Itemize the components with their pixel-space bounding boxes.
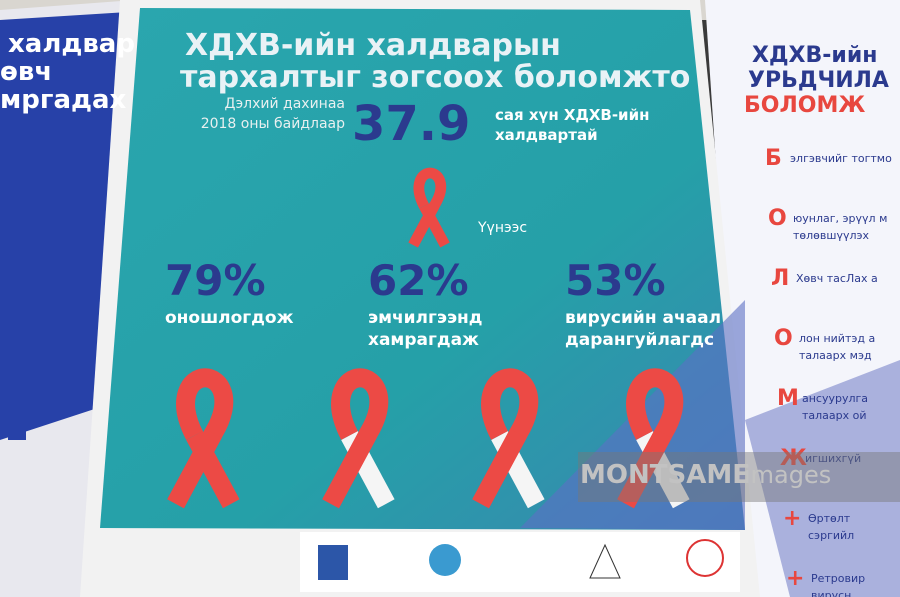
watermark: images — [744, 461, 831, 489]
ribbon-right-leg — [322, 428, 377, 509]
ribbon-loop — [617, 368, 684, 509]
logo — [686, 539, 724, 577]
item-text: талаарх мэд — [799, 349, 872, 362]
left-logo — [8, 410, 26, 440]
logo-strip — [300, 532, 740, 592]
headline-text: сая хүн ХДХВ-ийн — [495, 106, 649, 124]
headline-number: 37.9 — [352, 96, 470, 152]
ribbon-right-leg — [472, 428, 527, 509]
stat-value: 53% — [565, 256, 666, 305]
left-poster-text: өвч — [0, 57, 52, 87]
item-text: игшихгүй — [805, 452, 861, 465]
item-text: Ретровир — [811, 572, 865, 585]
ribbon — [617, 368, 690, 509]
headline-text: халдвартай — [495, 126, 598, 144]
item-letter: О — [768, 206, 787, 231]
stat-text: оношлогдож — [165, 308, 294, 328]
watermark-band — [578, 452, 900, 502]
ribbon — [167, 368, 240, 509]
item-letter: + — [783, 506, 801, 531]
item-letter: Л — [771, 266, 789, 291]
item-letter: Б — [765, 146, 782, 171]
item-text: талаарх ой — [802, 409, 867, 422]
logo — [429, 544, 461, 576]
stat-text: вирусийн ачаал — [565, 308, 721, 328]
stat-value: 62% — [368, 256, 469, 305]
right-title: УРЬДЧИЛА — [748, 68, 889, 93]
right-title: БОЛОМЖ — [744, 93, 865, 118]
item-letter: + — [786, 566, 804, 591]
item-text: вирусн — [811, 589, 851, 597]
right-title: ХДХВ-ийн — [752, 43, 877, 68]
ribbon-loop — [472, 368, 539, 509]
stat-text: дарангуйлагдс — [565, 330, 714, 350]
item-text: төлөвшүүлэх — [793, 229, 870, 242]
poster-title: ХДХВ-ийн халдварын — [185, 28, 561, 63]
right-poster-shape — [745, 360, 900, 597]
item-text: элгэвчийг тогтмо — [790, 152, 892, 165]
stat-text: хамрагдаж — [368, 330, 479, 350]
of-which: Үүнээс — [477, 220, 527, 236]
ribbon — [472, 368, 545, 509]
center-poster — [100, 8, 745, 530]
ribbon-right-leg — [617, 428, 672, 509]
item-letter: М — [777, 386, 799, 411]
left-poster-panel — [0, 12, 128, 440]
intro-text: Дэлхий дахинаа — [225, 96, 345, 112]
item-text: сэргийл — [808, 529, 854, 542]
left-poster-text: мргадах — [0, 85, 127, 115]
ribbon-loop — [408, 167, 447, 248]
ribbon-right-leg — [408, 202, 440, 248]
ribbons — [167, 167, 690, 509]
left-poster-text: халдвар — [8, 29, 135, 59]
item-letter: О — [774, 326, 793, 351]
intro-text: 2018 оны байдлаар — [201, 116, 345, 132]
ribbon — [408, 167, 450, 248]
ribbon-loop — [167, 368, 234, 509]
poster-title: тархалтыг зогсоох боломжто — [180, 60, 690, 95]
item-text: юунлаг, эрүүл м — [793, 212, 887, 225]
ribbon-loop — [322, 368, 389, 509]
ribbon — [322, 368, 395, 509]
item-text: Хөвч тасЛах а — [796, 272, 878, 285]
watermark: MONTSAME — [580, 460, 750, 490]
item-letter: Ж — [780, 446, 807, 471]
stat-text: эмчилгээнд — [368, 308, 483, 328]
logo — [318, 545, 348, 580]
item-text: лон нийтэд а — [799, 332, 875, 345]
ribbon-right-leg — [167, 428, 222, 509]
item-text: ансуурулга — [802, 392, 868, 405]
logo — [589, 543, 621, 579]
item-text: Өртөлт — [808, 512, 851, 525]
stat-value: 79% — [165, 256, 266, 305]
